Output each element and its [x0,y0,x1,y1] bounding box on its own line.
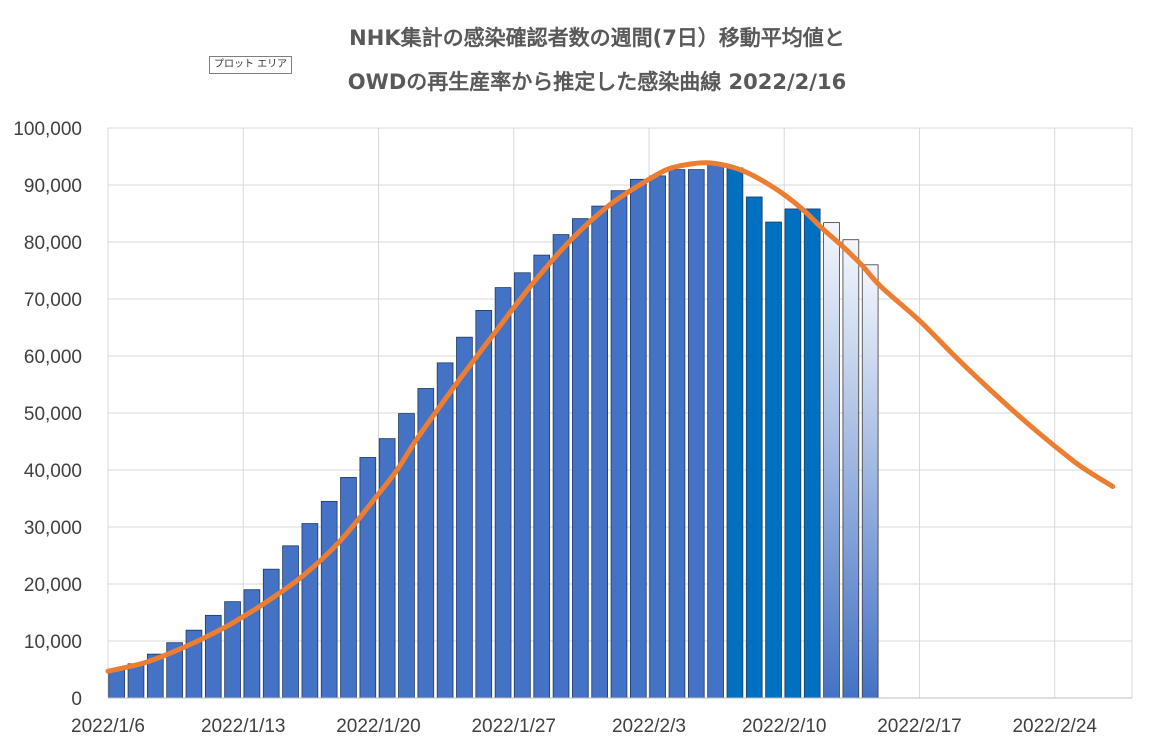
bar [726,167,744,699]
plot-area-tooltip: プロット エリア [209,56,293,74]
x-tick-label: 2022/1/13 [201,716,286,737]
bar [552,234,570,699]
y-tick-label: 80,000 [24,233,82,254]
y-tick-label: 0 [71,689,82,710]
y-tick-label: 60,000 [24,347,82,368]
chart-title-line-2: OWDの再生産率から推定した感染曲線 2022/2/16 [347,70,847,94]
bar [572,218,589,699]
chart-title-line-1: NHK集計の感染確認者数の週間(7日）移動平均値と [349,26,845,50]
bar [687,169,705,699]
x-tick-label: 2022/2/17 [877,716,962,737]
bar [861,264,879,699]
bar [842,239,860,699]
bar [262,568,280,699]
y-tick-label: 100,000 [13,119,82,140]
bar [494,287,512,699]
y-tick-label: 40,000 [24,461,82,482]
bar [320,500,338,699]
bar [514,272,531,699]
x-tick-label: 2022/1/6 [71,716,145,737]
bar [436,362,454,699]
bar [224,601,241,699]
bar [803,208,821,699]
bar [456,336,473,699]
x-tick-label: 2022/1/20 [336,716,421,737]
y-tick-label: 30,000 [24,518,82,539]
bar [282,545,299,699]
bar [108,669,125,699]
x-tick-label: 2022/1/27 [471,716,556,737]
estimated-infection-curve [105,160,1116,674]
y-tick-label: 20,000 [24,575,82,596]
bar [784,208,802,699]
x-tick-label: 2022/2/24 [1012,716,1097,737]
bar [823,222,840,699]
bar [533,254,551,699]
y-tick-label: 90,000 [24,176,82,197]
bar [359,457,377,699]
bar [629,178,647,699]
y-tick-label: 10,000 [24,632,82,653]
x-tick-label: 2022/2/10 [742,716,827,737]
bar [649,175,666,699]
bar [475,309,493,699]
bar [591,205,609,699]
bar [765,221,782,699]
bar [127,663,145,699]
x-tick-label: 2022/2/3 [612,716,686,737]
y-tick-label: 70,000 [24,290,82,311]
bar [745,196,763,699]
bar [668,169,686,699]
bar [707,164,724,699]
bar [340,477,357,699]
y-tick-label: 50,000 [24,404,82,425]
bar [301,523,319,699]
bar [610,190,628,699]
